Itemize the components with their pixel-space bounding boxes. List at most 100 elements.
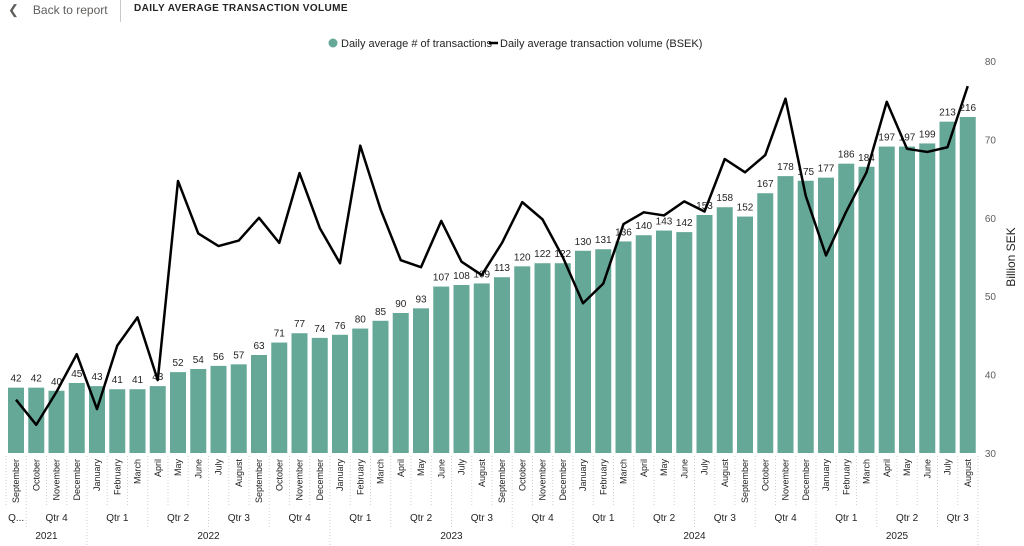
bar: [210, 365, 227, 453]
x-month-label: January: [821, 459, 831, 492]
x-month-label: September: [254, 459, 264, 503]
bar-data-label: 136: [615, 227, 632, 238]
x-month-label: May: [173, 459, 183, 477]
x-quarter-label: Qtr 4: [775, 513, 798, 524]
legend-bar-label: Daily average # of transactions: [341, 38, 493, 50]
x-month-label: February: [112, 459, 122, 496]
bar: [959, 117, 976, 453]
x-month-label: August: [963, 459, 973, 488]
bar: [372, 320, 389, 453]
x-month-label: September: [497, 459, 507, 503]
bar: [48, 390, 65, 453]
right-axis-title: Billion SEK: [1004, 227, 1018, 286]
bar: [68, 383, 85, 453]
bar-data-label: 153: [696, 201, 713, 212]
right-axis-tick: 30: [985, 449, 997, 460]
x-month-label: January: [335, 459, 345, 492]
legend-bar-marker: [328, 38, 338, 48]
x-month-label: January: [92, 459, 102, 492]
bar-data-label: 52: [172, 358, 184, 369]
bar: [757, 193, 774, 453]
back-to-report-button[interactable]: ❮ Back to report: [8, 2, 108, 18]
bar-data-label: 184: [858, 153, 875, 164]
bar: [109, 389, 126, 453]
bar: [494, 277, 510, 453]
top-bar: ❮ Back to report DAILY AVERAGE TRANSACTI…: [0, 0, 1024, 22]
bar-data-label: 40: [51, 377, 63, 388]
page-title: DAILY AVERAGE TRANSACTION VOLUME: [134, 3, 348, 14]
bar: [28, 387, 45, 453]
bar: [838, 163, 855, 454]
x-year-label: 2023: [440, 531, 463, 542]
bar-data-label: 108: [453, 271, 470, 282]
x-quarter-label: Q...: [8, 513, 24, 524]
x-month-label: November: [295, 459, 305, 501]
bar-data-label: 71: [274, 329, 286, 340]
bar: [89, 386, 105, 453]
x-quarter-label: Qtr 2: [896, 513, 919, 524]
back-label: Back to report: [32, 3, 108, 17]
bar-data-label: 213: [939, 108, 956, 119]
bar-data-label: 113: [494, 263, 510, 274]
x-month-label: March: [862, 459, 872, 484]
bar: [919, 143, 936, 453]
bar: [453, 285, 470, 453]
bar-data-label: 140: [635, 221, 652, 232]
bar: [8, 387, 24, 453]
x-quarter-label: Qtr 2: [653, 513, 676, 524]
x-month-label: May: [416, 459, 426, 477]
x-month-label: October: [760, 459, 770, 491]
x-month-label: August: [234, 459, 244, 488]
x-month-label: May: [659, 459, 669, 477]
x-quarter-label: Qtr 2: [167, 513, 190, 524]
bar-data-label: 43: [91, 372, 103, 383]
bar-data-label: 167: [757, 179, 774, 190]
bar: [676, 232, 693, 453]
x-month-label: December: [801, 459, 811, 501]
x-month-label: December: [558, 459, 568, 501]
x-month-label: February: [355, 459, 365, 496]
x-month-label: November: [538, 459, 548, 501]
bar-data-label: 197: [899, 133, 916, 144]
bar: [352, 328, 369, 453]
bar-data-label: 107: [433, 273, 450, 284]
bar: [797, 180, 814, 453]
bar: [311, 337, 328, 453]
x-quarter-label: Qtr 3: [228, 513, 251, 524]
bar-data-label: 74: [314, 324, 326, 335]
x-month-label: March: [619, 459, 629, 484]
bar-data-label: 80: [355, 315, 367, 326]
bar: [635, 235, 652, 453]
bar: [737, 216, 753, 453]
bar-data-label: 131: [595, 235, 612, 246]
bar: [534, 263, 551, 453]
x-month-label: January: [578, 459, 588, 492]
bar: [696, 215, 713, 453]
bar: [514, 266, 531, 453]
right-axis-tick: 70: [985, 135, 997, 146]
x-month-label: October: [31, 459, 41, 491]
x-year-label: 2024: [683, 531, 706, 542]
x-month-label: June: [436, 459, 446, 479]
bar-data-label: 90: [395, 299, 407, 310]
bar: [149, 386, 166, 453]
x-month-label: April: [882, 459, 892, 477]
bar: [230, 364, 247, 453]
x-year-label: 2022: [197, 531, 220, 542]
right-axis-tick: 80: [985, 57, 997, 68]
bar: [473, 283, 490, 453]
x-year-label: 2021: [35, 531, 58, 542]
x-month-label: February: [598, 459, 608, 496]
x-month-label: August: [477, 459, 487, 488]
bar: [332, 334, 348, 453]
right-axis-tick: 40: [985, 371, 997, 382]
x-quarter-label: Qtr 4: [532, 513, 555, 524]
bar: [899, 146, 915, 453]
bar-data-label: 42: [31, 374, 43, 385]
x-month-label: May: [902, 459, 912, 477]
x-quarter-label: Qtr 3: [471, 513, 494, 524]
x-month-label: July: [214, 459, 224, 476]
x-month-label: December: [72, 459, 82, 501]
x-month-label: September: [740, 459, 750, 503]
